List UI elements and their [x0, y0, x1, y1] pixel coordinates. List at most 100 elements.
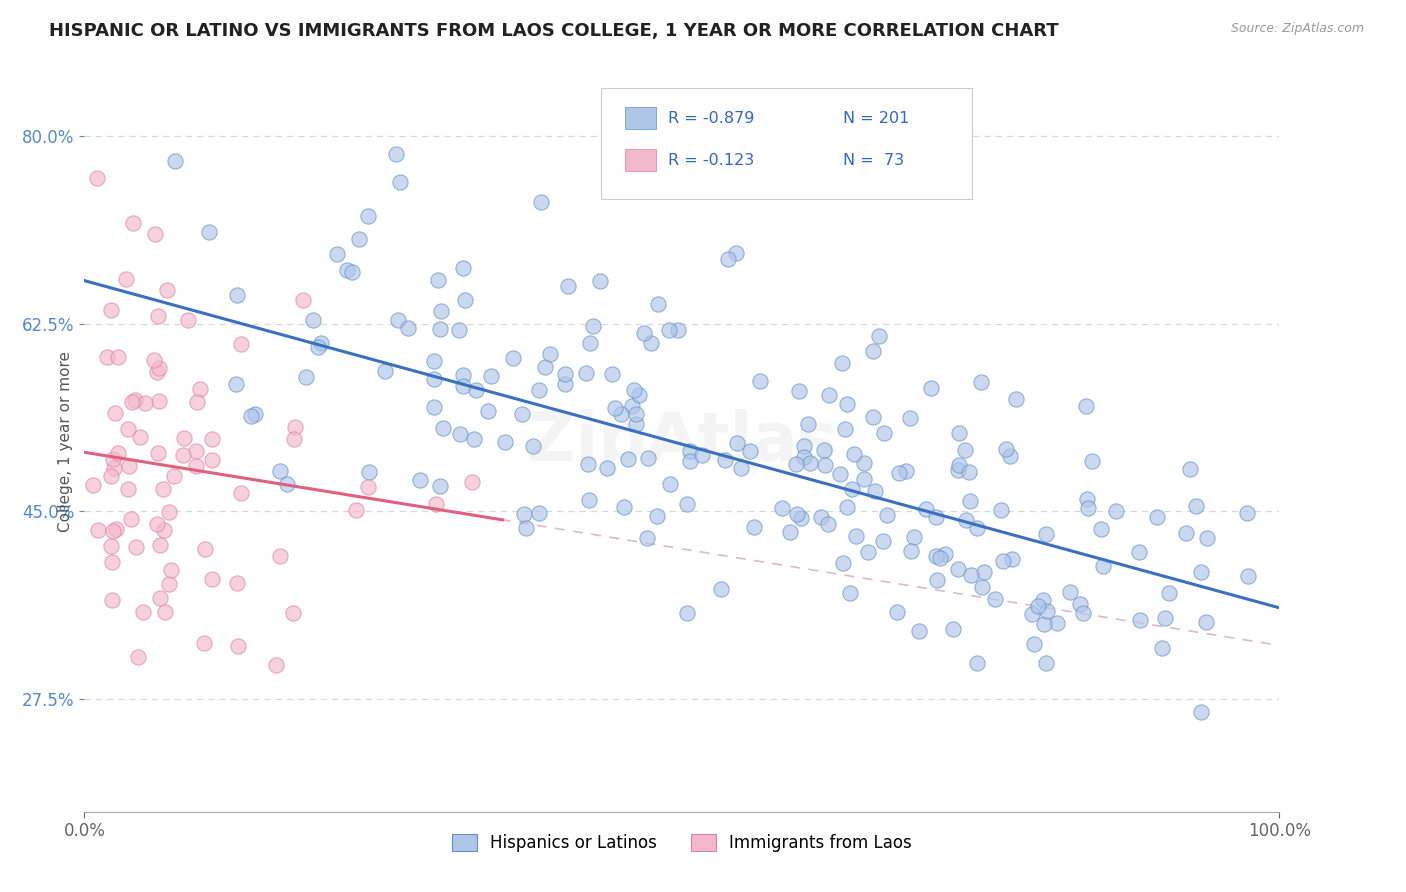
Point	[966, 521, 988, 535]
Point	[946, 463, 969, 477]
Point	[146, 309, 169, 323]
Point	[86, 170, 108, 185]
Point	[624, 417, 647, 431]
Point	[894, 464, 917, 478]
Point	[818, 388, 841, 402]
Point	[172, 448, 194, 462]
Point	[198, 225, 221, 239]
Point	[269, 549, 291, 564]
Point	[283, 432, 305, 446]
Point	[576, 458, 599, 472]
Point	[1152, 640, 1174, 655]
Point	[624, 407, 647, 421]
Point	[948, 458, 970, 473]
Point	[115, 272, 138, 286]
Point	[429, 322, 451, 336]
Point	[1001, 552, 1024, 566]
Point	[934, 547, 956, 561]
Point	[107, 350, 129, 364]
Point	[107, 446, 129, 460]
Point	[1157, 585, 1180, 599]
Point	[100, 539, 122, 553]
Point	[1129, 613, 1152, 627]
Point	[269, 464, 291, 478]
Point	[157, 577, 180, 591]
Point	[477, 404, 499, 418]
Point	[872, 534, 894, 549]
Point	[927, 573, 949, 587]
Point	[522, 439, 544, 453]
Point	[839, 586, 862, 600]
Text: R = -0.123: R = -0.123	[668, 153, 754, 168]
Point	[326, 247, 349, 261]
Point	[461, 475, 484, 489]
Point	[243, 408, 266, 422]
Point	[676, 606, 699, 620]
Point	[1059, 585, 1081, 599]
Point	[1033, 616, 1056, 631]
Point	[793, 450, 815, 464]
Point	[105, 522, 128, 536]
Point	[423, 401, 446, 415]
Point	[225, 376, 247, 391]
Point	[678, 443, 700, 458]
Point	[994, 442, 1017, 456]
Text: Source: ZipAtlas.com: Source: ZipAtlas.com	[1230, 22, 1364, 36]
Point	[1105, 504, 1128, 518]
Point	[1032, 592, 1054, 607]
Point	[347, 232, 370, 246]
Point	[336, 262, 359, 277]
Point	[527, 506, 550, 520]
Point	[447, 323, 470, 337]
Point	[578, 336, 600, 351]
Point	[613, 500, 636, 514]
Point	[152, 482, 174, 496]
Point	[201, 432, 224, 446]
Point	[984, 592, 1007, 607]
Point	[427, 273, 450, 287]
Point	[1146, 510, 1168, 524]
Y-axis label: College, 1 year or more: College, 1 year or more	[58, 351, 73, 532]
Point	[396, 321, 419, 335]
Point	[1035, 527, 1057, 541]
Point	[865, 483, 887, 498]
Point	[451, 260, 474, 275]
Point	[742, 519, 765, 533]
Point	[100, 592, 122, 607]
Point	[710, 582, 733, 596]
Point	[953, 443, 976, 458]
Point	[575, 366, 598, 380]
Point	[160, 563, 183, 577]
Point	[779, 525, 801, 540]
Point	[146, 366, 169, 380]
Point	[1000, 449, 1022, 463]
Point	[898, 411, 921, 425]
Text: N =  73: N = 73	[844, 153, 904, 168]
Point	[814, 458, 837, 472]
Point	[103, 460, 125, 475]
Point	[538, 347, 561, 361]
Text: ZipAtlas: ZipAtlas	[527, 409, 837, 475]
Point	[284, 420, 307, 434]
Point	[1189, 705, 1212, 719]
Point	[1090, 522, 1112, 536]
Point	[143, 227, 166, 241]
Point	[1175, 526, 1198, 541]
Point	[1185, 499, 1208, 513]
Point	[463, 432, 485, 446]
Point	[831, 556, 853, 570]
Point	[714, 453, 737, 467]
Point	[817, 516, 839, 531]
Point	[225, 576, 247, 591]
Point	[193, 635, 215, 649]
Point	[955, 513, 977, 527]
Point	[389, 175, 412, 189]
Point	[799, 456, 821, 470]
Point	[837, 397, 859, 411]
Point	[132, 605, 155, 619]
Point	[357, 209, 380, 223]
Point	[841, 483, 863, 497]
Point	[554, 377, 576, 392]
FancyBboxPatch shape	[600, 87, 973, 200]
Point	[862, 410, 884, 425]
